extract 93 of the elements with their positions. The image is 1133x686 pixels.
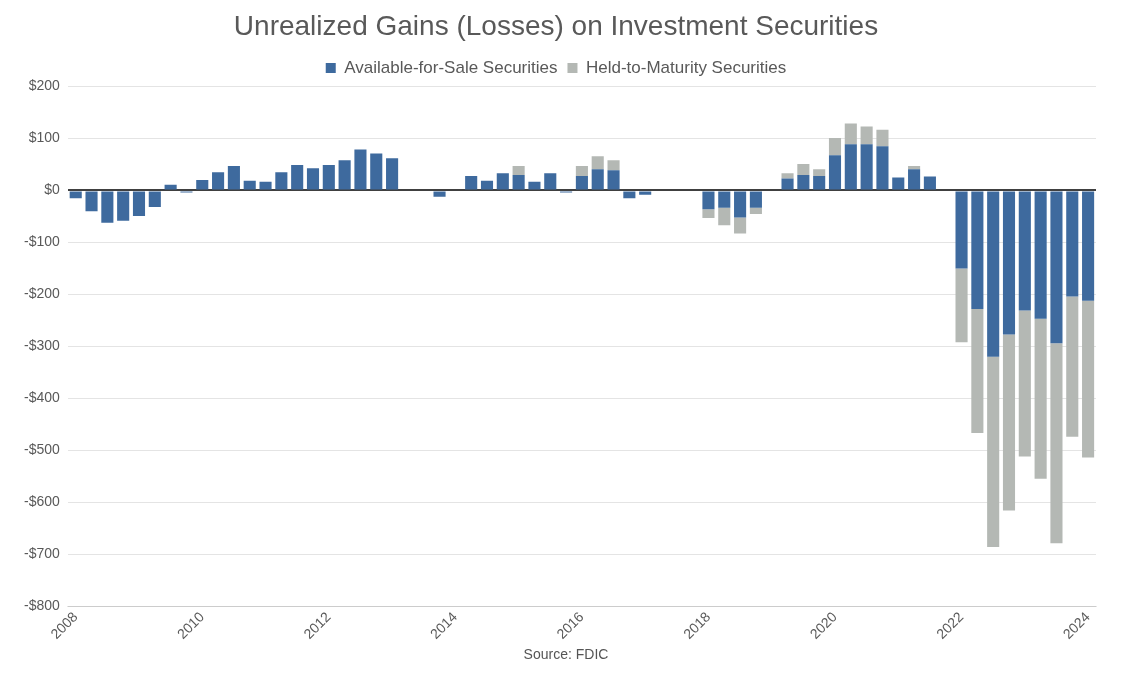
bar: [1082, 300, 1095, 458]
bar: [797, 174, 810, 190]
bar: [575, 166, 588, 176]
bar: [370, 153, 383, 190]
bar: [828, 155, 842, 190]
bar: [876, 129, 889, 147]
bar: [734, 191, 747, 218]
bar: [291, 165, 304, 190]
bar: [718, 191, 731, 208]
bar: [512, 174, 525, 190]
chart-title: Unrealized Gains (Losses) on Investment Securities: [233, 9, 879, 41]
bar: [164, 184, 177, 190]
bar: [196, 180, 209, 190]
bar: [1018, 191, 1031, 311]
bar: [828, 138, 842, 156]
bar: [386, 158, 399, 190]
bar: [1034, 191, 1047, 319]
bar: [955, 268, 968, 343]
bar: [275, 172, 288, 190]
bar: [306, 168, 320, 190]
bar: [591, 156, 604, 170]
bar: [607, 170, 620, 190]
bar: [148, 191, 161, 208]
bar: [797, 164, 810, 175]
bar: [607, 160, 620, 171]
bar: [591, 169, 604, 190]
bar: [1034, 318, 1047, 479]
bar: [813, 175, 826, 190]
bar: [781, 173, 794, 179]
bar: [1018, 310, 1031, 457]
bar: [908, 166, 921, 170]
bar: [575, 175, 588, 190]
bar: [243, 180, 256, 190]
legend-label: Available-for-Sale Securities: [344, 57, 558, 77]
bar: [101, 191, 114, 223]
bar: [322, 165, 335, 190]
bar: [749, 191, 762, 208]
bar: [876, 146, 889, 190]
bar: [987, 191, 1000, 357]
bar: [465, 175, 478, 190]
bar: [955, 191, 968, 269]
bar: [1002, 191, 1016, 335]
source-note: Source: FDIC: [522, 646, 610, 662]
bar: [971, 191, 984, 309]
bar: [813, 169, 826, 176]
legend-label: Held-to-Maturity Securities: [585, 57, 787, 77]
bar: [1002, 334, 1016, 511]
bar: [702, 191, 715, 210]
y-tick-label: -$200: [23, 285, 61, 302]
y-tick-label: -$500: [23, 441, 61, 458]
y-tick-label: -$400: [23, 389, 61, 406]
bar: [212, 172, 225, 190]
bar: [908, 169, 921, 190]
bar: [354, 149, 367, 190]
bar: [132, 191, 146, 216]
bar: [1066, 296, 1079, 437]
bar: [749, 207, 762, 214]
bar: [1050, 343, 1063, 544]
bar: [512, 166, 525, 175]
bar: [433, 191, 446, 197]
bar: [85, 191, 98, 212]
bar: [860, 126, 873, 145]
bar: [480, 180, 494, 190]
y-tick-label: -$100: [23, 233, 61, 250]
y-tick-label: -$700: [23, 545, 61, 562]
bar: [639, 191, 652, 195]
bar: [718, 207, 731, 226]
bar: [702, 209, 715, 219]
bar: [781, 178, 794, 190]
bar: [1066, 191, 1079, 297]
bar: [860, 144, 873, 190]
bar: [544, 173, 557, 190]
bar: [1082, 191, 1095, 301]
bar: [338, 160, 351, 190]
bar: [1050, 191, 1063, 344]
bar: [496, 173, 509, 190]
y-tick-label: -$300: [23, 337, 61, 354]
y-tick-label: $0: [44, 181, 61, 198]
bar: [923, 176, 936, 190]
bar: [117, 191, 130, 221]
y-tick-label: -$800: [23, 596, 61, 613]
bar: [259, 181, 272, 190]
bar: [892, 177, 905, 190]
y-tick-label: -$600: [23, 493, 61, 510]
y-tick-label: $100: [28, 129, 61, 146]
bar: [227, 166, 240, 190]
bar: [528, 181, 541, 190]
y-tick-label: $200: [28, 77, 61, 94]
bar: [987, 356, 1000, 547]
bar: [844, 123, 857, 145]
bar: [734, 217, 747, 234]
bar: [971, 308, 984, 434]
bar: [844, 144, 857, 190]
